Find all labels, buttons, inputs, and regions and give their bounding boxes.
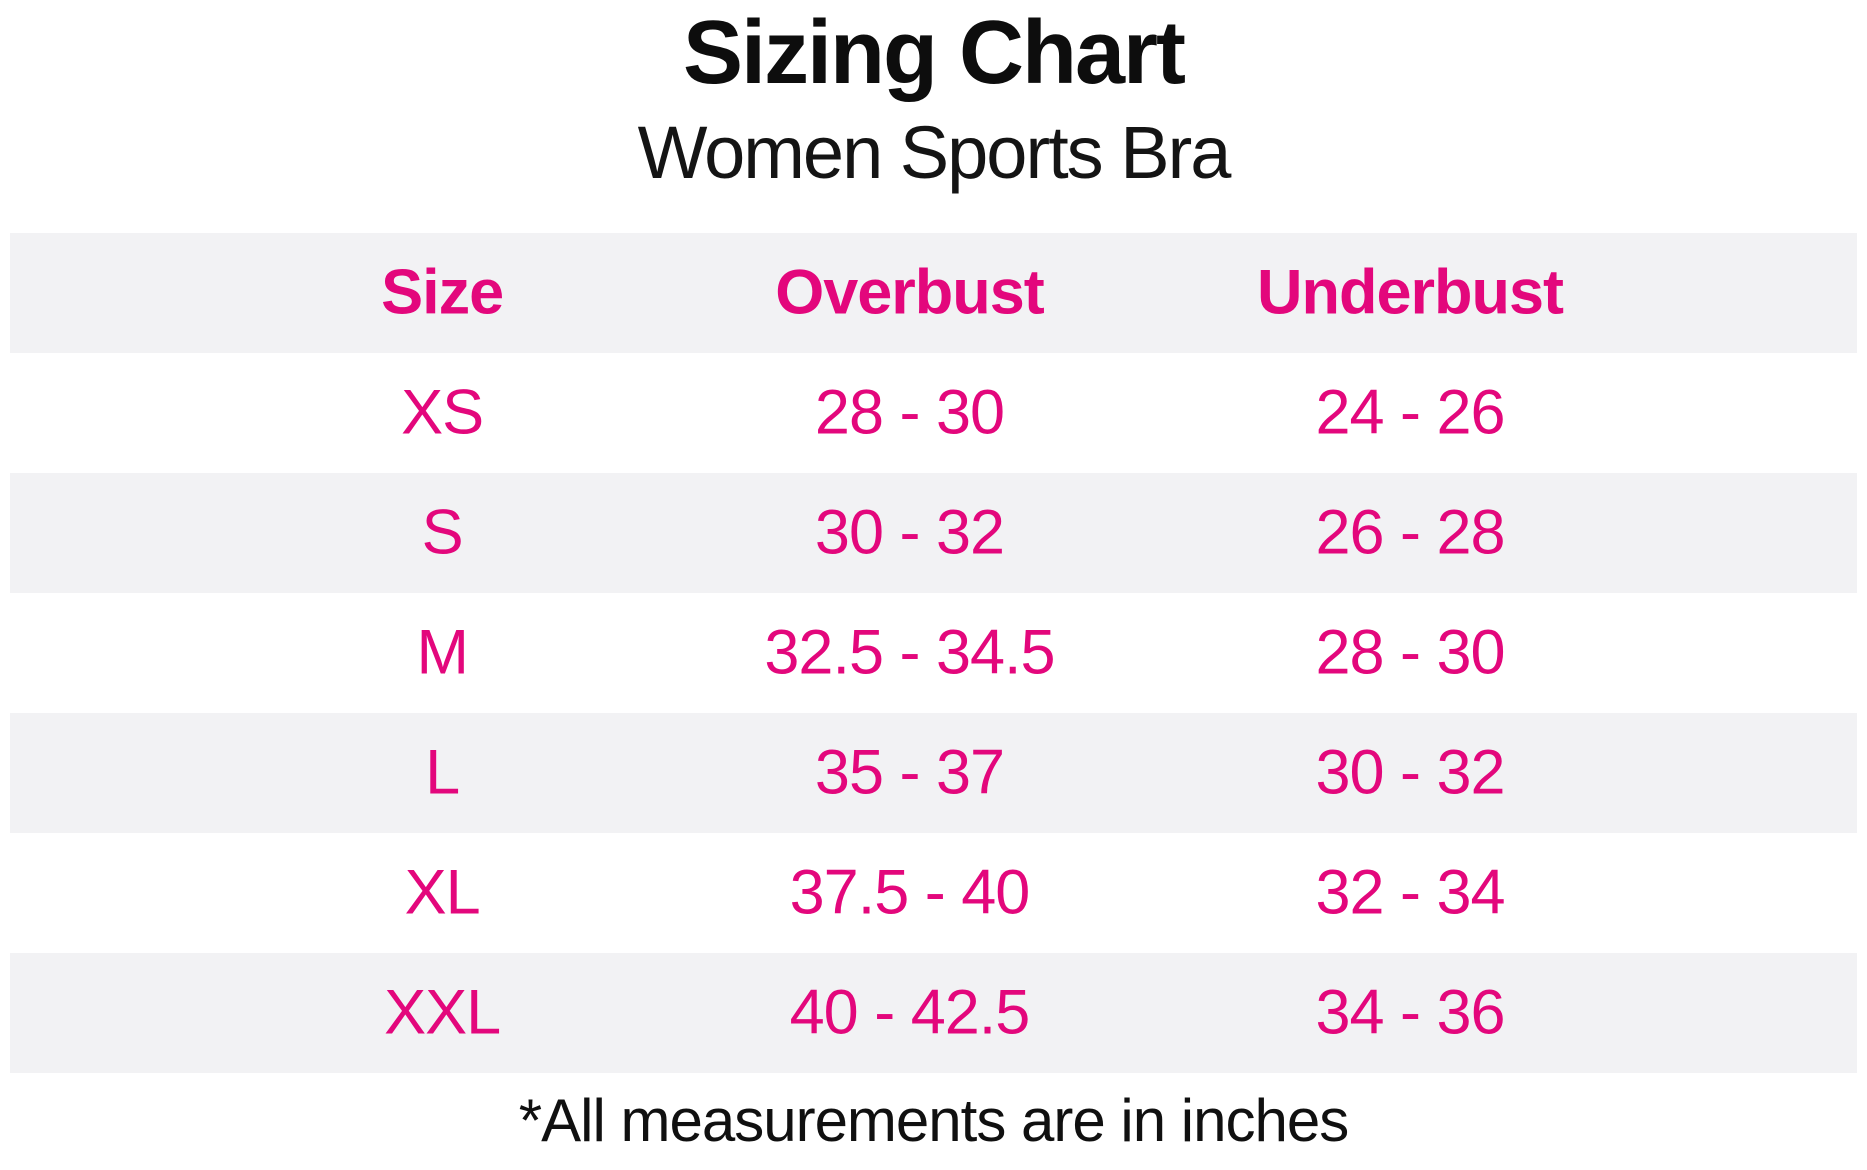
underbust-cell: 26 - 28 xyxy=(1315,497,1505,568)
table-row-l: L 35 - 37 30 - 32 xyxy=(10,713,1857,833)
overbust-cell: 30 - 32 xyxy=(814,497,1005,568)
page-title: Sizing Chart xyxy=(682,3,1186,103)
size-cell: L xyxy=(425,737,460,808)
size-cell: M xyxy=(416,617,468,688)
overbust-cell: 28 - 30 xyxy=(814,377,1005,448)
underbust-cell: 32 - 34 xyxy=(1315,857,1505,928)
overbust-cell: 32.5 - 34.5 xyxy=(764,617,1055,688)
column-header-underbust: Underbust xyxy=(1257,257,1564,328)
column-header-overbust: Overbust xyxy=(775,257,1045,328)
table-row-m: M 32.5 - 34.5 28 - 30 xyxy=(10,593,1857,713)
overbust-cell: 35 - 37 xyxy=(814,737,1005,808)
table-row-s: S 30 - 32 26 - 28 xyxy=(10,473,1857,593)
overbust-cell: 37.5 - 40 xyxy=(789,857,1031,928)
size-cell: XXL xyxy=(384,977,501,1048)
table-header-row: Size Overbust Underbust xyxy=(10,233,1857,353)
size-cell: S xyxy=(421,497,464,568)
footnote: *All measurements are in inches xyxy=(518,1087,1349,1154)
page-subtitle: Women Sports Bra xyxy=(637,111,1232,194)
size-cell: XL xyxy=(404,857,481,928)
column-header-size: Size xyxy=(381,257,504,328)
underbust-cell: 30 - 32 xyxy=(1315,737,1505,808)
sizing-table: Size Overbust Underbust XS 28 - 30 24 - 26 S 3… xyxy=(10,233,1857,1073)
table-row-xl: XL 37.5 - 40 32 - 34 xyxy=(10,833,1857,953)
size-cell: XS xyxy=(401,377,484,448)
overbust-cell: 40 - 42.5 xyxy=(789,977,1031,1048)
underbust-cell: 24 - 26 xyxy=(1315,377,1505,448)
underbust-cell: 34 - 36 xyxy=(1315,977,1505,1048)
underbust-cell: 28 - 30 xyxy=(1315,617,1505,688)
table-row-xxl: XXL 40 - 42.5 34 - 36 xyxy=(10,953,1857,1073)
table-row-xs: XS 28 - 30 24 - 26 xyxy=(10,353,1857,473)
